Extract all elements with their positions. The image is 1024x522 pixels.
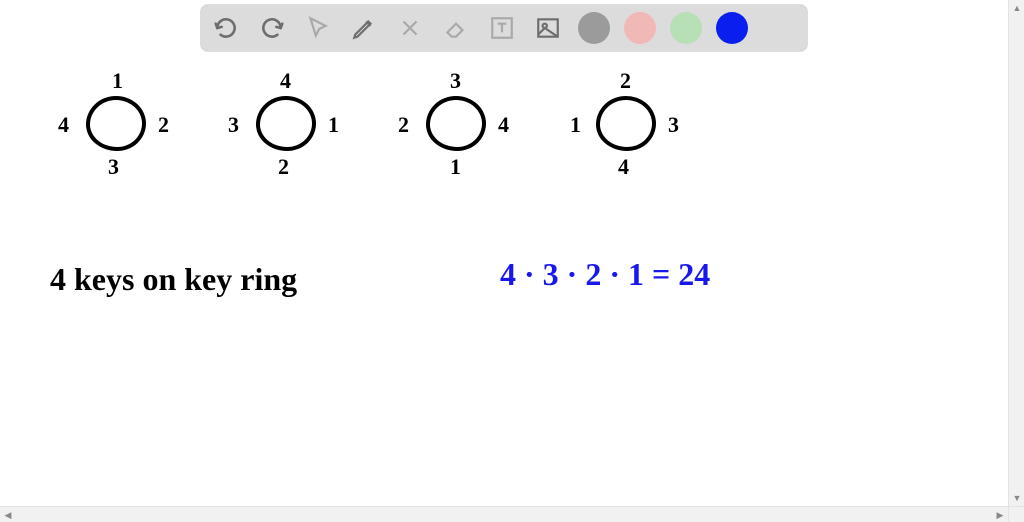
pointer-tool[interactable] bbox=[302, 12, 334, 44]
whiteboard-viewport: 1 2 3 4 4 1 2 3 3 4 1 2 2 3 4 1 bbox=[0, 0, 1024, 522]
scroll-right-icon[interactable]: ▶ bbox=[992, 507, 1008, 522]
ring-circle bbox=[86, 96, 146, 151]
ring-label-left: 2 bbox=[398, 112, 409, 138]
pencil-tool[interactable] bbox=[348, 12, 380, 44]
color-swatch-gray[interactable] bbox=[578, 12, 610, 44]
ring-label-left: 1 bbox=[570, 112, 581, 138]
color-swatch-pink[interactable] bbox=[624, 12, 656, 44]
ring-label-left: 3 bbox=[228, 112, 239, 138]
caption-black: 4 keys on key ring bbox=[50, 261, 297, 298]
ring-label-right: 4 bbox=[498, 112, 509, 138]
ring-label-top: 1 bbox=[112, 68, 123, 94]
ring-circle bbox=[596, 96, 656, 151]
tools-icon[interactable] bbox=[394, 12, 426, 44]
ring-label-top: 3 bbox=[450, 68, 461, 94]
ring-label-top: 4 bbox=[280, 68, 291, 94]
ring-label-right: 1 bbox=[328, 112, 339, 138]
scroll-up-icon[interactable]: ▲ bbox=[1009, 0, 1024, 16]
caption-blue: 4 · 3 · 2 · 1 = 24 bbox=[500, 256, 710, 293]
ring-circle bbox=[426, 96, 486, 151]
undo-button[interactable] bbox=[210, 12, 242, 44]
vertical-scrollbar[interactable]: ▲ ▼ bbox=[1008, 0, 1024, 506]
ring-label-right: 3 bbox=[668, 112, 679, 138]
text-tool[interactable] bbox=[486, 12, 518, 44]
ring-circle bbox=[256, 96, 316, 151]
scroll-left-icon[interactable]: ◀ bbox=[0, 507, 16, 522]
scroll-down-icon[interactable]: ▼ bbox=[1009, 490, 1024, 506]
eraser-tool[interactable] bbox=[440, 12, 472, 44]
scrollbar-corner bbox=[1008, 506, 1024, 522]
color-swatch-green[interactable] bbox=[670, 12, 702, 44]
ring-label-bottom: 4 bbox=[618, 154, 629, 180]
ring-label-bottom: 1 bbox=[450, 154, 461, 180]
color-swatch-blue[interactable] bbox=[716, 12, 748, 44]
ring-label-left: 4 bbox=[58, 112, 69, 138]
ring-label-bottom: 3 bbox=[108, 154, 119, 180]
redo-button[interactable] bbox=[256, 12, 288, 44]
drawing-toolbar bbox=[200, 4, 808, 52]
ring-label-right: 2 bbox=[158, 112, 169, 138]
ring-label-top: 2 bbox=[620, 68, 631, 94]
horizontal-scrollbar[interactable]: ◀ ▶ bbox=[0, 506, 1008, 522]
image-tool[interactable] bbox=[532, 12, 564, 44]
whiteboard-canvas[interactable]: 1 2 3 4 4 1 2 3 3 4 1 2 2 3 4 1 bbox=[0, 56, 1008, 506]
ring-label-bottom: 2 bbox=[278, 154, 289, 180]
